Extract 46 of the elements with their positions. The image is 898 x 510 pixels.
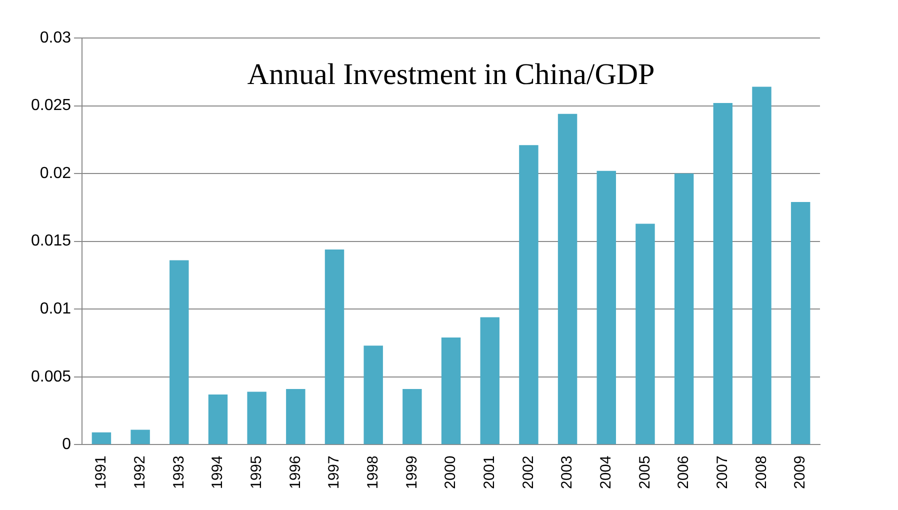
x-tick-label: 1992 [131, 456, 148, 490]
bar [208, 394, 228, 444]
x-tick-label: 2005 [636, 456, 654, 490]
bar [402, 389, 422, 444]
y-tick-label: 0 [62, 436, 72, 454]
bar [636, 224, 655, 444]
x-tick-label: 2002 [520, 456, 537, 490]
x-tick-label: 2000 [442, 456, 460, 490]
bar [130, 430, 150, 444]
bar [170, 260, 189, 444]
bar [480, 317, 500, 444]
x-tick-label: 1997 [326, 456, 343, 490]
bar [247, 392, 266, 444]
x-tick-label: 2008 [752, 456, 770, 490]
bar [92, 432, 112, 444]
x-tick-label: 2003 [558, 456, 576, 490]
bar [558, 114, 578, 444]
bar [752, 86, 772, 444]
x-tick-label: 1993 [170, 456, 188, 490]
x-tick-label: 2007 [714, 456, 732, 490]
x-tick-label: 1998 [364, 456, 382, 490]
x-tick-label: 1991 [92, 456, 110, 490]
x-tick-label: 2004 [598, 456, 615, 490]
x-tick-label: 2006 [675, 456, 692, 490]
bar [596, 170, 616, 444]
y-tick-label: 0.01 [40, 300, 72, 318]
bar [790, 202, 810, 444]
y-tick-label: 0.005 [30, 368, 72, 386]
x-tick-label: 2009 [792, 456, 809, 490]
x-tick-label: 1994 [209, 456, 226, 490]
bar [441, 338, 461, 444]
y-tick-label: 0.02 [40, 164, 72, 182]
x-tick-label: 1995 [248, 456, 265, 490]
bar [519, 145, 538, 444]
bar [364, 346, 383, 444]
bar [674, 174, 694, 444]
bar [713, 103, 733, 444]
y-tick-label: 0.025 [30, 97, 72, 114]
x-tick-label: 2001 [481, 456, 498, 490]
text: Annual Investment in China/GDP [247, 58, 655, 91]
x-tick-label: 1996 [286, 456, 304, 490]
y-tick-label: 0.03 [40, 29, 72, 46]
bar [324, 249, 344, 444]
x-tick-label: 1999 [403, 456, 420, 490]
bar [286, 389, 306, 444]
y-tick-label: 0.015 [30, 232, 72, 250]
